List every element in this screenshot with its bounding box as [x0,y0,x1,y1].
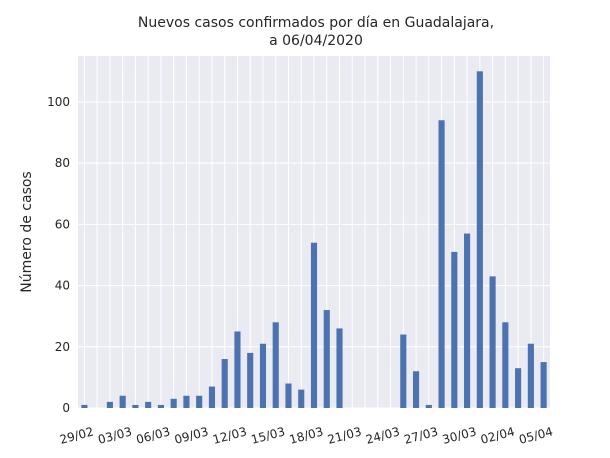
bar-12-03 [234,331,241,408]
bar-04-03 [132,404,139,408]
bar-09-03 [196,395,203,408]
x-tick-label: 27/03 [403,424,440,446]
bar-16-03 [285,383,292,408]
x-tick-label: 15/03 [249,424,286,446]
bar-08-03 [183,395,190,408]
bar-29-02 [81,404,88,408]
bar-31-03 [476,71,483,408]
bar-20-03 [336,328,343,408]
chart-title-line-1: Nuevos casos confirmados por día en Guad… [138,15,494,31]
x-tick-label: 29/02 [58,424,95,446]
bar-06-03 [157,404,164,408]
y-tick-label: 60 [55,217,70,231]
bar-28-03 [438,120,445,408]
bar-15-03 [272,322,279,408]
x-tick-label: 24/03 [364,424,401,446]
bar-05-03 [145,401,152,408]
bar-19-03 [323,310,330,408]
y-axis-label: Número de casos [19,171,35,292]
y-tick-label: 40 [55,279,70,293]
x-ticks: 29/02 03/03 06/03 09/03 12/03 15/03 18/03 21/03… [58,424,554,446]
bar-11-03 [221,359,228,408]
y-ticks: 0 20 40 60 80 100 [47,95,70,415]
bar-17-03 [298,389,305,408]
bar-26-03 [412,371,420,408]
x-tick-label: 02/04 [479,424,516,446]
bar-27-03 [425,404,432,408]
bar-04-04 [527,343,534,408]
x-tick-label: 05/04 [517,424,554,446]
bar-14-03 [259,343,267,408]
bar-30-03 [464,233,471,408]
bars [81,71,547,408]
x-tick-label: 06/03 [135,424,172,446]
y-tick-label: 100 [47,95,70,109]
bar-05-04 [540,362,547,408]
x-tick-label: 03/03 [96,424,133,446]
x-tick-label: 21/03 [326,424,363,446]
bar-03-04 [515,368,522,408]
y-tick-label: 0 [62,401,70,415]
x-tick-label: 09/03 [173,424,210,446]
y-tick-label: 80 [55,156,70,170]
bar-03-03 [119,395,126,408]
y-tick-label: 20 [55,340,70,354]
bar-02-04 [502,322,509,408]
bar-07-03 [170,398,177,408]
bar-10-03 [208,386,216,408]
bar-25-03 [400,334,407,408]
bar-18-03 [310,242,318,408]
chart-title-line-2: a 06/04/2020 [269,33,363,49]
bar-13-03 [247,352,254,408]
x-tick-label: 12/03 [211,424,248,446]
x-tick-label: 30/03 [441,424,478,446]
bar-02-03 [106,401,113,408]
bar-29-03 [451,251,458,408]
x-tick-label: 18/03 [288,424,325,446]
bar-01-04 [489,276,496,408]
